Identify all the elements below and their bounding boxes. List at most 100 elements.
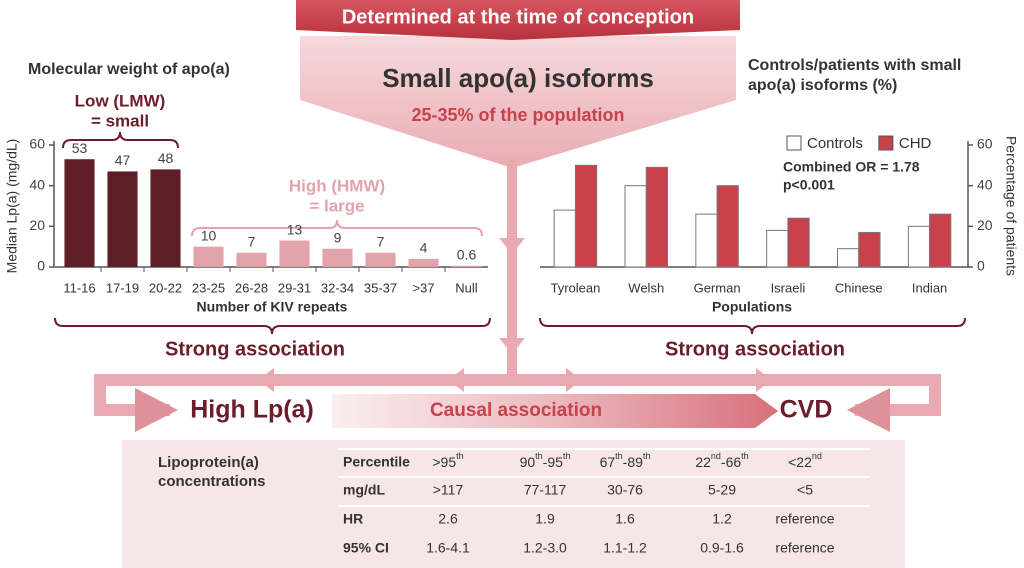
legend-swatch: [786, 135, 802, 151]
bar: [624, 185, 647, 268]
x-tick-label: 32-34: [321, 280, 354, 295]
bar: [64, 159, 95, 267]
table-row-label: HR: [343, 511, 363, 527]
table-cell: 1.6-4.1: [426, 540, 470, 556]
header-text: -66: [721, 454, 741, 470]
value-label: 0.6: [457, 246, 477, 262]
superscript: th: [456, 451, 464, 461]
value-label: 48: [158, 150, 174, 166]
legend-swatch: [878, 135, 894, 151]
table-header-cell: >95th: [432, 451, 463, 469]
header-text: <22: [788, 454, 812, 470]
annotation: p<0.001: [783, 177, 835, 193]
banner: [296, 0, 740, 40]
y-tick-label: 0: [37, 258, 45, 274]
bar: [574, 164, 598, 268]
bar: [236, 252, 267, 267]
y-axis-label: Median Lp(a) (mg/dL): [4, 139, 20, 274]
x-axis-label: Populations: [712, 299, 792, 315]
table-cell: reference: [775, 511, 834, 527]
table-title: Lipoprotein(a): [158, 454, 259, 471]
x-tick-label: German: [694, 280, 741, 295]
y-tick-label: 40: [977, 176, 993, 192]
value-label: 4: [420, 240, 428, 256]
x-tick-label: 26-28: [235, 280, 268, 295]
x-tick-label: 23-25: [192, 280, 225, 295]
chart-title: Controls/patients with small: [748, 57, 961, 74]
superscript: nd: [812, 451, 822, 461]
arrowhead: [499, 338, 525, 354]
x-tick-label: 20-22: [149, 280, 182, 295]
x-tick-label: 35-37: [364, 280, 397, 295]
annotation: Low (LMW): [75, 91, 166, 110]
table-cell: 1.1-1.2: [603, 540, 647, 556]
bracket: [54, 317, 491, 335]
bar: [766, 229, 789, 268]
value-label: 47: [115, 152, 131, 168]
y-tick-label: 20: [29, 217, 45, 233]
arrowhead: [135, 388, 178, 432]
annotation: Combined OR = 1.78: [783, 159, 920, 175]
bar: [695, 213, 718, 268]
arrowhead: [566, 368, 582, 392]
bar: [193, 246, 224, 267]
header-text: 90: [520, 454, 536, 470]
table-cell: 77-117: [524, 482, 567, 498]
bar: [929, 213, 952, 268]
bar: [837, 248, 860, 268]
value-label: 9: [334, 229, 342, 245]
bracket: [191, 219, 483, 237]
x-tick-label: Tyrolean: [550, 280, 600, 295]
table-header-cell: 90th-95th: [520, 451, 571, 469]
table-cell: 0.9-1.6: [700, 540, 744, 556]
table-row-label: 95% CI: [343, 540, 389, 556]
table-cell: 1.2: [712, 511, 732, 527]
value-label: 53: [72, 140, 88, 156]
bracket: [539, 317, 966, 335]
x-tick-label: Indian: [912, 280, 947, 295]
value-label: 7: [248, 233, 256, 249]
x-tick-label: Israeli: [771, 280, 806, 295]
table-header-cell: 22nd-66th: [695, 451, 748, 469]
header-text: -89: [623, 454, 643, 470]
arrowhead: [847, 388, 890, 432]
y-tick-label: 60: [29, 136, 45, 152]
x-tick-label: 11-16: [63, 280, 95, 295]
funnel: [300, 36, 736, 168]
bar: [107, 171, 138, 267]
table-cell: 1.6: [615, 511, 635, 527]
bar: [451, 265, 482, 267]
bar: [787, 217, 810, 268]
table-cell: reference: [775, 540, 834, 556]
arrowhead: [258, 368, 274, 392]
bar: [716, 185, 739, 268]
table-cell: 2.6: [438, 511, 458, 527]
x-axis-label: Number of KIV repeats: [197, 299, 348, 315]
bar: [408, 258, 439, 267]
y-tick-label: 20: [977, 217, 993, 233]
value-label: 10: [201, 227, 217, 243]
table-cell: <5: [797, 482, 813, 498]
table-cell: 1.9: [535, 511, 555, 527]
bar: [553, 209, 576, 268]
x-tick-label: Welsh: [628, 280, 664, 295]
legend-label: CHD: [899, 135, 932, 152]
table-header-cell: <22nd: [788, 451, 822, 469]
x-tick-label: 29-31: [278, 280, 311, 295]
superscript: th: [741, 451, 749, 461]
chart-title: Molecular weight of apo(a): [28, 61, 230, 78]
table-cell: 1.2-3.0: [523, 540, 567, 556]
funnel-subtitle: 25-35% of the population: [411, 105, 624, 125]
arrowhead: [499, 238, 525, 254]
x-tick-label: >37: [412, 280, 434, 295]
table-row-label: mg/dL: [343, 482, 385, 498]
association-label: Strong association: [665, 338, 845, 360]
table-cell: 30-76: [607, 482, 643, 498]
association-label: Strong association: [165, 338, 345, 360]
arrowhead: [756, 368, 772, 392]
header-text: 67: [600, 454, 616, 470]
annotation: High (HMW): [289, 176, 385, 195]
table-cell: >117: [433, 482, 464, 498]
y-axis-label: Percentage of patients: [1003, 136, 1019, 276]
bar: [322, 248, 353, 267]
